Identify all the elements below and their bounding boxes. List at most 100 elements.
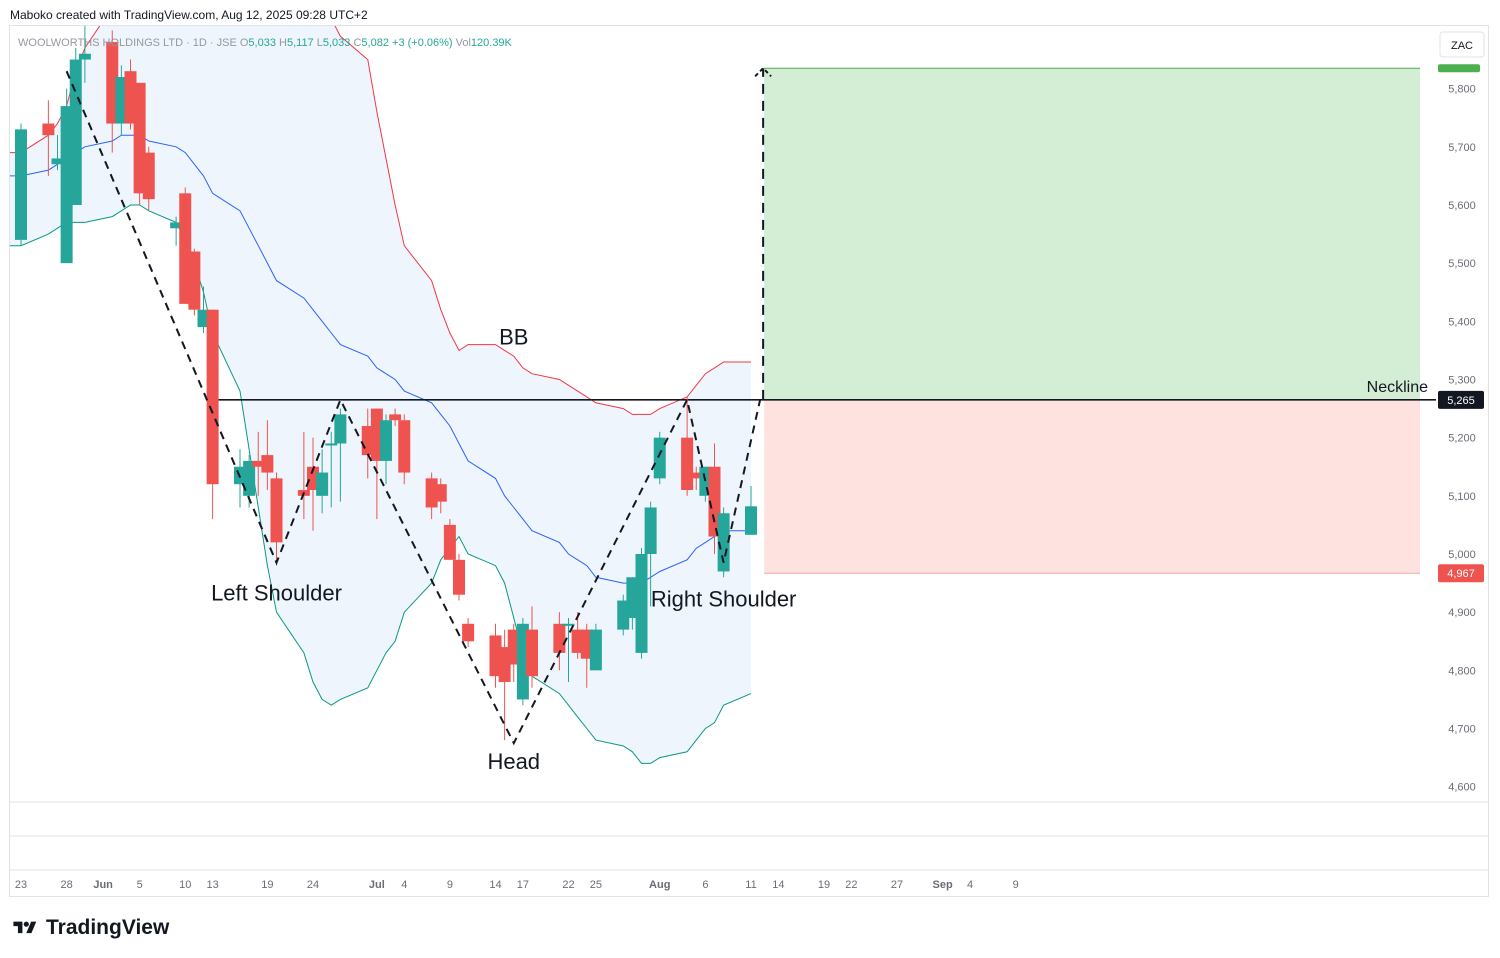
time-tick-label: 9 [1013, 879, 1019, 891]
time-tick-label: 6 [702, 879, 708, 891]
candle[interactable] [115, 65, 128, 136]
time-tick-label: 10 [179, 879, 191, 891]
legend-part: 5,033 [323, 37, 354, 49]
candle[interactable] [553, 612, 566, 671]
price-tick-label: 5,800 [1448, 84, 1476, 96]
candle[interactable] [124, 59, 137, 130]
time-tick-label: 25 [590, 879, 602, 891]
candle[interactable] [334, 408, 347, 502]
candle-body [717, 513, 730, 572]
candle-body [571, 629, 584, 653]
candle-body [462, 623, 475, 642]
stop-zone [764, 399, 1420, 574]
candle-body [380, 420, 392, 461]
price-tick-label: 5,400 [1448, 316, 1476, 328]
candle[interactable] [626, 577, 639, 630]
annotation-bb: BB [499, 325, 528, 350]
candle[interactable] [142, 146, 155, 211]
candle[interactable] [708, 443, 721, 554]
candle[interactable] [653, 431, 666, 485]
legend-part: WOOLWORTHS HOLDINGS LTD · 1D · JSE [18, 37, 240, 49]
candle[interactable] [635, 548, 648, 659]
candle[interactable] [571, 612, 584, 659]
time-tick-label: 17 [517, 879, 529, 891]
candle[interactable] [78, 25, 91, 83]
time-tick-label: 22 [845, 879, 857, 891]
candle[interactable] [425, 472, 438, 520]
candle[interactable] [389, 408, 402, 427]
candle[interactable] [462, 617, 475, 648]
candle[interactable] [690, 466, 703, 491]
candle[interactable] [325, 431, 338, 508]
candle-body [681, 437, 694, 491]
currency-button-label: ZAC [1451, 40, 1473, 52]
candle[interactable] [170, 216, 183, 246]
legend-part: H [279, 37, 287, 49]
legend-part: 120.39K [471, 37, 513, 49]
candle[interactable] [681, 396, 694, 496]
candle[interactable] [188, 248, 201, 316]
candle[interactable] [580, 623, 593, 688]
candle[interactable] [106, 30, 119, 153]
price-tick-label: 4,800 [1448, 665, 1476, 677]
candle[interactable] [197, 286, 210, 333]
candle[interactable] [206, 309, 219, 520]
candle[interactable] [699, 466, 712, 502]
time-tick-label: 11 [745, 879, 756, 891]
target-projection-arrowhead [754, 66, 772, 77]
candle-body [78, 53, 91, 60]
candle[interactable] [434, 478, 447, 514]
tradingview-logo-icon [13, 921, 37, 934]
candle[interactable] [498, 629, 511, 741]
legend-part: +3 (+0.06%) [392, 37, 456, 49]
brand-name: TradingView [46, 916, 170, 939]
candle[interactable] [589, 623, 602, 671]
candle-body [553, 623, 566, 653]
candle[interactable] [398, 414, 411, 485]
time-tick-label: 22 [562, 879, 574, 891]
candle[interactable] [51, 135, 64, 171]
candle[interactable] [745, 485, 757, 535]
candle[interactable] [15, 123, 27, 246]
candle-body [498, 647, 511, 682]
candle-body [206, 309, 219, 485]
candle[interactable] [316, 449, 329, 514]
candle-body [562, 623, 575, 626]
candle[interactable] [562, 617, 575, 682]
candle[interactable] [370, 408, 383, 520]
candle[interactable] [617, 594, 630, 636]
candle[interactable] [69, 47, 82, 205]
time-tick-label: 23 [15, 879, 27, 891]
price-tick-label: 4,600 [1448, 782, 1476, 794]
candle-body [434, 484, 447, 502]
tradingview-logo[interactable]: TradingView [10, 916, 169, 940]
candle[interactable] [526, 606, 538, 688]
candle-body [261, 455, 274, 473]
candle-body [188, 251, 201, 310]
candle[interactable] [60, 88, 73, 264]
candle[interactable] [489, 623, 502, 688]
candle[interactable] [516, 617, 529, 706]
candle[interactable] [453, 554, 465, 601]
candle[interactable] [42, 100, 55, 176]
candle[interactable] [644, 501, 657, 607]
candle[interactable] [179, 187, 192, 304]
time-axis[interactable]: 23 28 Jun 5 10 13 19 24 Jul 4 9 14 17 22 25 Aug 6 11 14 19 2… [15, 879, 1019, 891]
candle[interactable] [261, 420, 274, 491]
candle[interactable] [270, 472, 283, 566]
candle[interactable] [507, 623, 520, 682]
candle[interactable] [443, 519, 456, 560]
currency-button[interactable]: ZAC [1439, 31, 1485, 58]
candle[interactable] [717, 507, 730, 578]
candle[interactable] [133, 82, 146, 205]
legend-part: Vol [456, 37, 471, 49]
candle-body [690, 472, 703, 479]
candle[interactable] [252, 431, 265, 496]
candle-body [580, 629, 593, 659]
price-axis[interactable]: 4,600 4,700 4,800 4,900 5,000 5,100 5,200 5,300… [1438, 64, 1484, 794]
candle[interactable] [307, 437, 319, 531]
time-tick-label: 4 [967, 879, 973, 891]
price-tick-label: 5,300 [1448, 374, 1476, 386]
candle[interactable] [380, 414, 392, 485]
